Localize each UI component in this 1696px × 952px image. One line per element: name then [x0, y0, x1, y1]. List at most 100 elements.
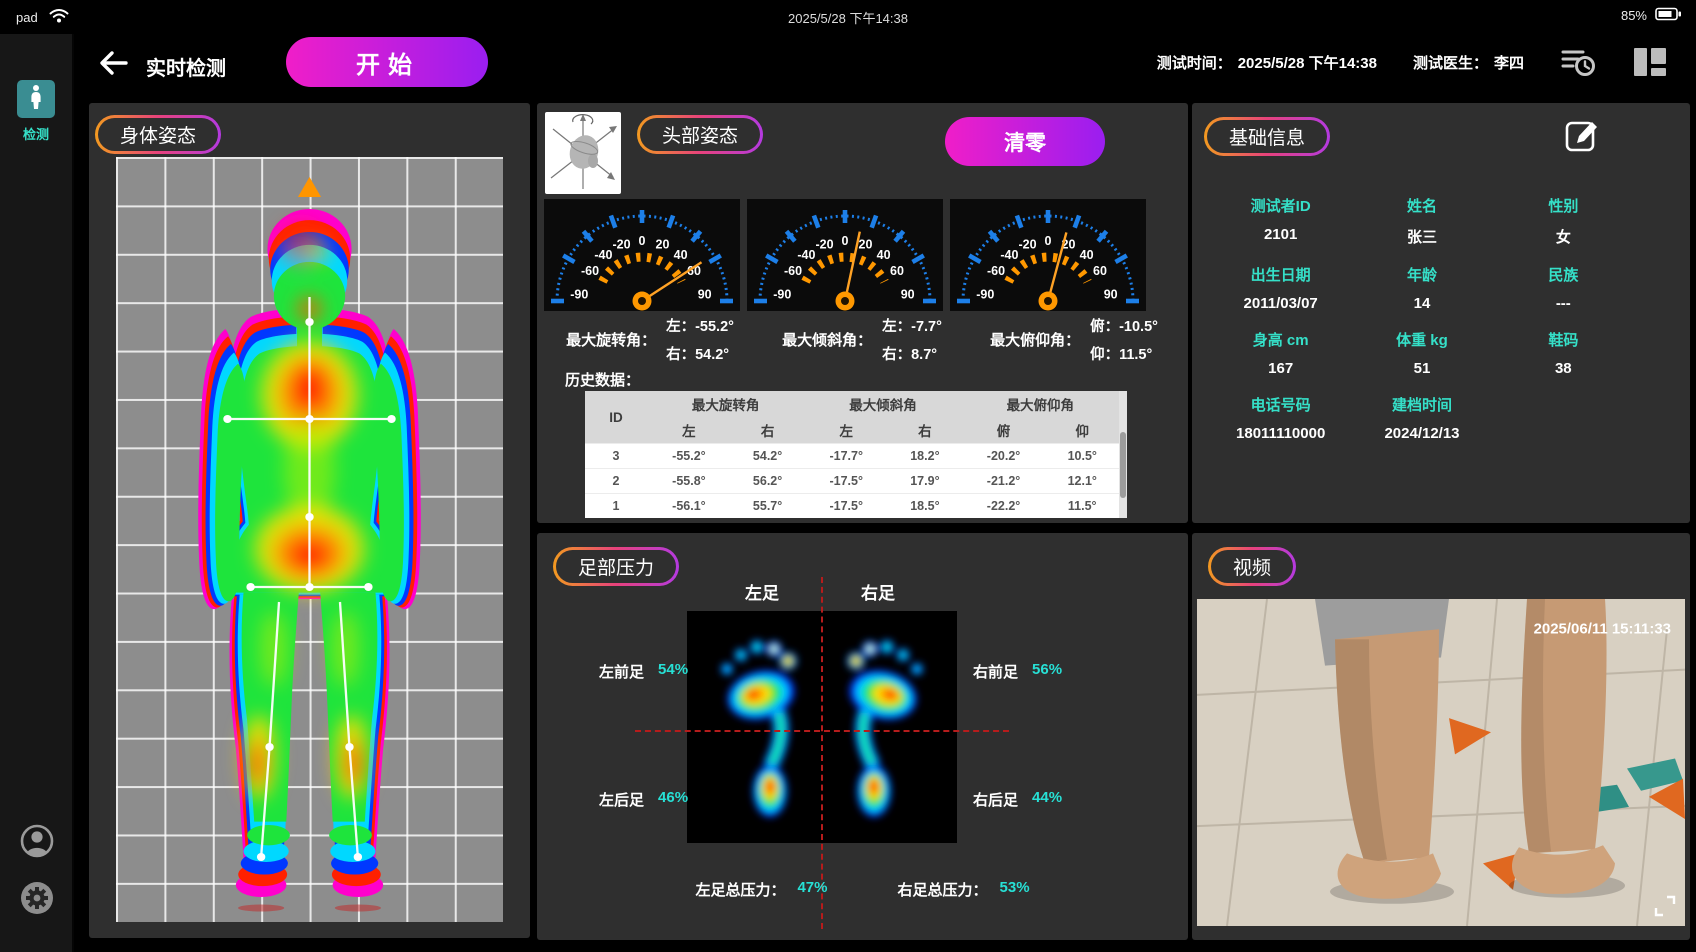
tilt-left-label: 左： [882, 319, 912, 335]
battery-percent: 85% [1620, 8, 1647, 23]
head-axes-diagram [545, 112, 621, 194]
col-group-pitch: 最大俯仰角 [961, 391, 1119, 417]
svg-text:20: 20 [859, 238, 873, 252]
svg-text:-90: -90 [773, 287, 791, 301]
cell: -55.2° [647, 443, 731, 469]
info-cell: 性别女 [1493, 195, 1634, 247]
foot-pressure-panel: 足部压力 左足 右足 [537, 533, 1188, 940]
info-cell: 年龄 14 [1351, 264, 1492, 312]
svg-text:60: 60 [1093, 264, 1107, 278]
right-total-value: 53% [999, 879, 1030, 896]
svg-text:20: 20 [656, 238, 670, 252]
basic-info-title: 基础信息 [1207, 120, 1328, 153]
right-rearfoot-label: 右后足 [973, 792, 1019, 809]
cell: -17.5° [804, 468, 889, 494]
pitch-up-value: 11.5° [1119, 347, 1153, 363]
info-cell: 电话号码 18011110000 [1210, 394, 1351, 442]
doctor-label: 测试医生： [1412, 54, 1488, 72]
field-label: 测试者ID [1250, 198, 1311, 215]
start-button[interactable]: 开始 [286, 37, 488, 87]
cell: 11.5° [1045, 493, 1119, 518]
profile-icon[interactable] [19, 823, 55, 859]
svg-text:-40: -40 [797, 248, 815, 262]
video-frame: 2025/06/11 15:11:33 [1197, 599, 1685, 926]
cell: -20.2° [961, 443, 1046, 469]
page-title: 实时检测 [146, 58, 226, 80]
info-cell: 体重 kg 51 [1351, 329, 1492, 377]
cell: 56.2° [730, 468, 805, 494]
svg-text:90: 90 [698, 287, 712, 301]
svg-text:40: 40 [1080, 248, 1094, 262]
info-cell: 身高 cm 167 [1210, 329, 1351, 377]
cell: 17.9° [888, 468, 962, 494]
svg-text:-90: -90 [570, 287, 588, 301]
field-label: 姓名 [1406, 198, 1437, 215]
cell: 54.2° [730, 443, 805, 469]
history-row[interactable]: 3 -55.2° 54.2° -17.7° 18.2° -20.2° 10.5° [585, 443, 1119, 469]
left-rearfoot-value: 46% [658, 789, 689, 806]
sidebar-item-detect[interactable] [17, 80, 55, 118]
status-bar: pad 2025/5/28 下午14:38 85% [0, 0, 1696, 34]
right-rearfoot-value: 44% [1032, 789, 1063, 806]
svg-text:-20: -20 [815, 238, 833, 252]
max-tilt-label: 最大倾斜角： [782, 332, 873, 349]
svg-text:60: 60 [687, 264, 701, 278]
field-value: 2011/03/07 [1243, 295, 1318, 312]
tilt-gauge: -90 -60 -40 -20 0 20 40 60 90 [747, 199, 943, 311]
sidebar-item-detect-label: 检测 [22, 127, 49, 142]
edit-icon[interactable] [1564, 117, 1600, 153]
cell: 18.2° [888, 443, 962, 469]
cell: -22.2° [961, 493, 1046, 518]
svg-text:0: 0 [639, 234, 646, 248]
person-icon [26, 84, 46, 115]
right-total-label: 右足总压力： [897, 882, 988, 899]
rotation-right-label: 右： [666, 347, 696, 363]
history-row[interactable]: 2 -55.8° 56.2° -17.5° 17.9° -21.2° 12.1° [585, 468, 1119, 494]
col-group-rotation: 最大旋转角 [647, 391, 805, 417]
field-label: 身高 cm [1252, 332, 1309, 349]
pitch-gauge: -90 -60 -40 -20 0 20 40 60 90 [950, 199, 1146, 311]
settings-gear-icon[interactable] [19, 880, 55, 916]
cell: -56.1° [647, 493, 731, 518]
info-cell: 鞋码 38 [1493, 329, 1634, 377]
right-forefoot-label: 右前足 [973, 664, 1019, 681]
info-cell: 测试者ID 2101 [1210, 195, 1351, 247]
history-list-icon[interactable] [1560, 46, 1596, 78]
fullscreen-icon[interactable] [1653, 894, 1677, 918]
sub-col: 左 [647, 417, 731, 444]
field-value: 167 [1268, 360, 1294, 377]
svg-text:-20: -20 [1018, 238, 1036, 252]
svg-text:0: 0 [842, 234, 849, 248]
sub-col: 俯 [961, 417, 1046, 444]
back-button[interactable] [96, 48, 130, 78]
svg-text:60: 60 [890, 264, 904, 278]
cell: -17.7° [804, 443, 889, 469]
cell: -55.8° [647, 468, 731, 494]
layout-grid-icon[interactable] [1632, 46, 1668, 78]
history-table: ID 最大旋转角 最大倾斜角 最大俯仰角 左 右 左 右 俯 仰 [585, 391, 1127, 518]
left-forefoot-value: 54% [658, 661, 689, 678]
max-rotation-label: 最大旋转角： [566, 332, 657, 349]
tilt-right-value: 8.7° [911, 347, 938, 363]
field-label: 出生日期 [1250, 267, 1311, 284]
wifi-icon [48, 7, 70, 27]
max-pitch-group: 最大俯仰角： 俯：-10.5° 仰：11.5° [968, 315, 1180, 364]
table-scrollbar[interactable] [1119, 391, 1127, 518]
field-label: 性别 [1548, 198, 1579, 215]
head-posture-title-pill: 头部姿态 [637, 115, 764, 154]
table-scrollbar-thumb[interactable] [1120, 431, 1126, 498]
svg-text:-40: -40 [1000, 248, 1018, 262]
sub-col: 左 [804, 417, 889, 444]
history-row[interactable]: 1 -56.1° 55.7° -17.5° 18.5° -22.2° 11.5° [585, 493, 1119, 518]
basic-info-title-pill: 基础信息 [1204, 117, 1331, 156]
field-value: 2101 [1263, 226, 1298, 243]
rotation-left-value: -55.2° [695, 319, 734, 335]
svg-text:40: 40 [674, 248, 688, 262]
field-value: 51 [1413, 360, 1431, 377]
col-id: ID [585, 391, 647, 444]
battery-icon [1655, 7, 1682, 24]
foot-pressure-title-pill: 足部压力 [553, 547, 680, 586]
clear-button[interactable]: 清零 [945, 117, 1105, 166]
body-posture-title: 身体姿态 [98, 118, 219, 151]
sub-col: 右 [888, 417, 962, 444]
